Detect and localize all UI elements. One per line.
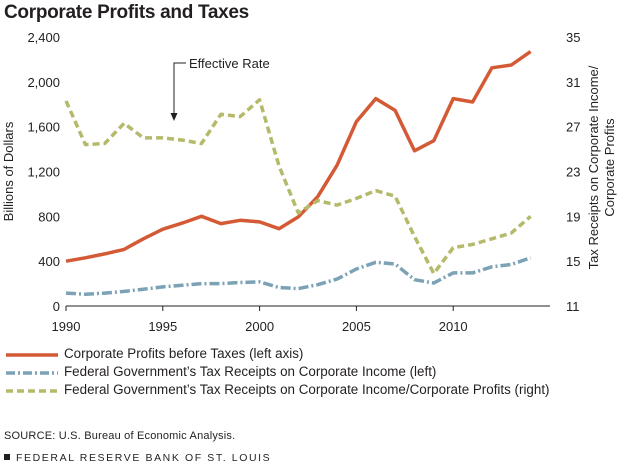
y-right-tick-label: 27	[566, 120, 580, 135]
footer-square-icon	[4, 454, 10, 460]
y-left-tick-label: 1,200	[27, 165, 60, 180]
x-tick-label: 2010	[439, 319, 468, 334]
line-effective-rate	[64, 98, 532, 276]
legend-swatch-receipts	[6, 371, 58, 375]
y-right-tick-label: 31	[566, 75, 580, 90]
legend-label-profits: Corporate Profits before Taxes (left axi…	[64, 346, 304, 361]
y-right-tick-label: 35	[566, 30, 580, 45]
y-right-axis-title-line: Tax Receipts on Corporate Income/	[586, 65, 601, 269]
y-left-tick-label: 800	[38, 209, 60, 224]
footer: FEDERAL RESERVE BANK OF ST. LOUIS	[4, 452, 271, 464]
series-lines	[64, 50, 532, 296]
x-tick-label: 2000	[245, 319, 274, 334]
y-left-tick-label: 2,400	[27, 30, 60, 45]
y-left-axis-title: Billions of Dollars	[1, 121, 16, 221]
y-right-tick-label: 15	[566, 254, 580, 269]
source-note: SOURCE: U.S. Bureau of Economic Analysis…	[4, 430, 236, 442]
line-tax-receipts	[65, 256, 532, 296]
legend-label-rate: Federal Government’s Tax Receipts on Cor…	[64, 382, 550, 397]
y-right-tick-label: 11	[566, 299, 580, 314]
chart-title: Corporate Profits and Taxes	[4, 2, 249, 23]
y-left-tick-label: 400	[38, 254, 60, 269]
line-corporate-profits	[65, 50, 532, 263]
x-tick-label: 1990	[52, 319, 81, 334]
legend-swatch-profits	[6, 353, 58, 357]
annotation-leader	[173, 62, 186, 117]
y-right-tick-label: 19	[566, 209, 580, 224]
y-right-axis-title-line: Corporate Profits	[602, 118, 617, 217]
effective-rate-annotation: Effective Rate	[170, 56, 270, 121]
chart: 1990 1995 2000 2005 2010 0 400 800 1,200 1,600 2,0…	[1, 30, 617, 334]
legend-label-receipts: Federal Government’s Tax Receipts on Cor…	[64, 364, 437, 379]
y-left-tick-label: 2,000	[27, 75, 60, 90]
annotation-label: Effective Rate	[189, 56, 270, 71]
y-right-tick-label: 23	[566, 165, 580, 180]
axes: 1990 1995 2000 2005 2010 0 400 800 1,200 1,600 2,0…	[1, 30, 617, 334]
x-tick-label: 2005	[342, 319, 371, 334]
legend-swatch-rate	[6, 389, 58, 393]
y-left-tick-label: 1,600	[27, 120, 60, 135]
x-tick-label: 1995	[148, 319, 177, 334]
annotation-arrowhead	[170, 113, 178, 121]
footer-text: FEDERAL RESERVE BANK OF ST. LOUIS	[16, 452, 272, 464]
y-left-tick-label: 0	[53, 299, 60, 314]
